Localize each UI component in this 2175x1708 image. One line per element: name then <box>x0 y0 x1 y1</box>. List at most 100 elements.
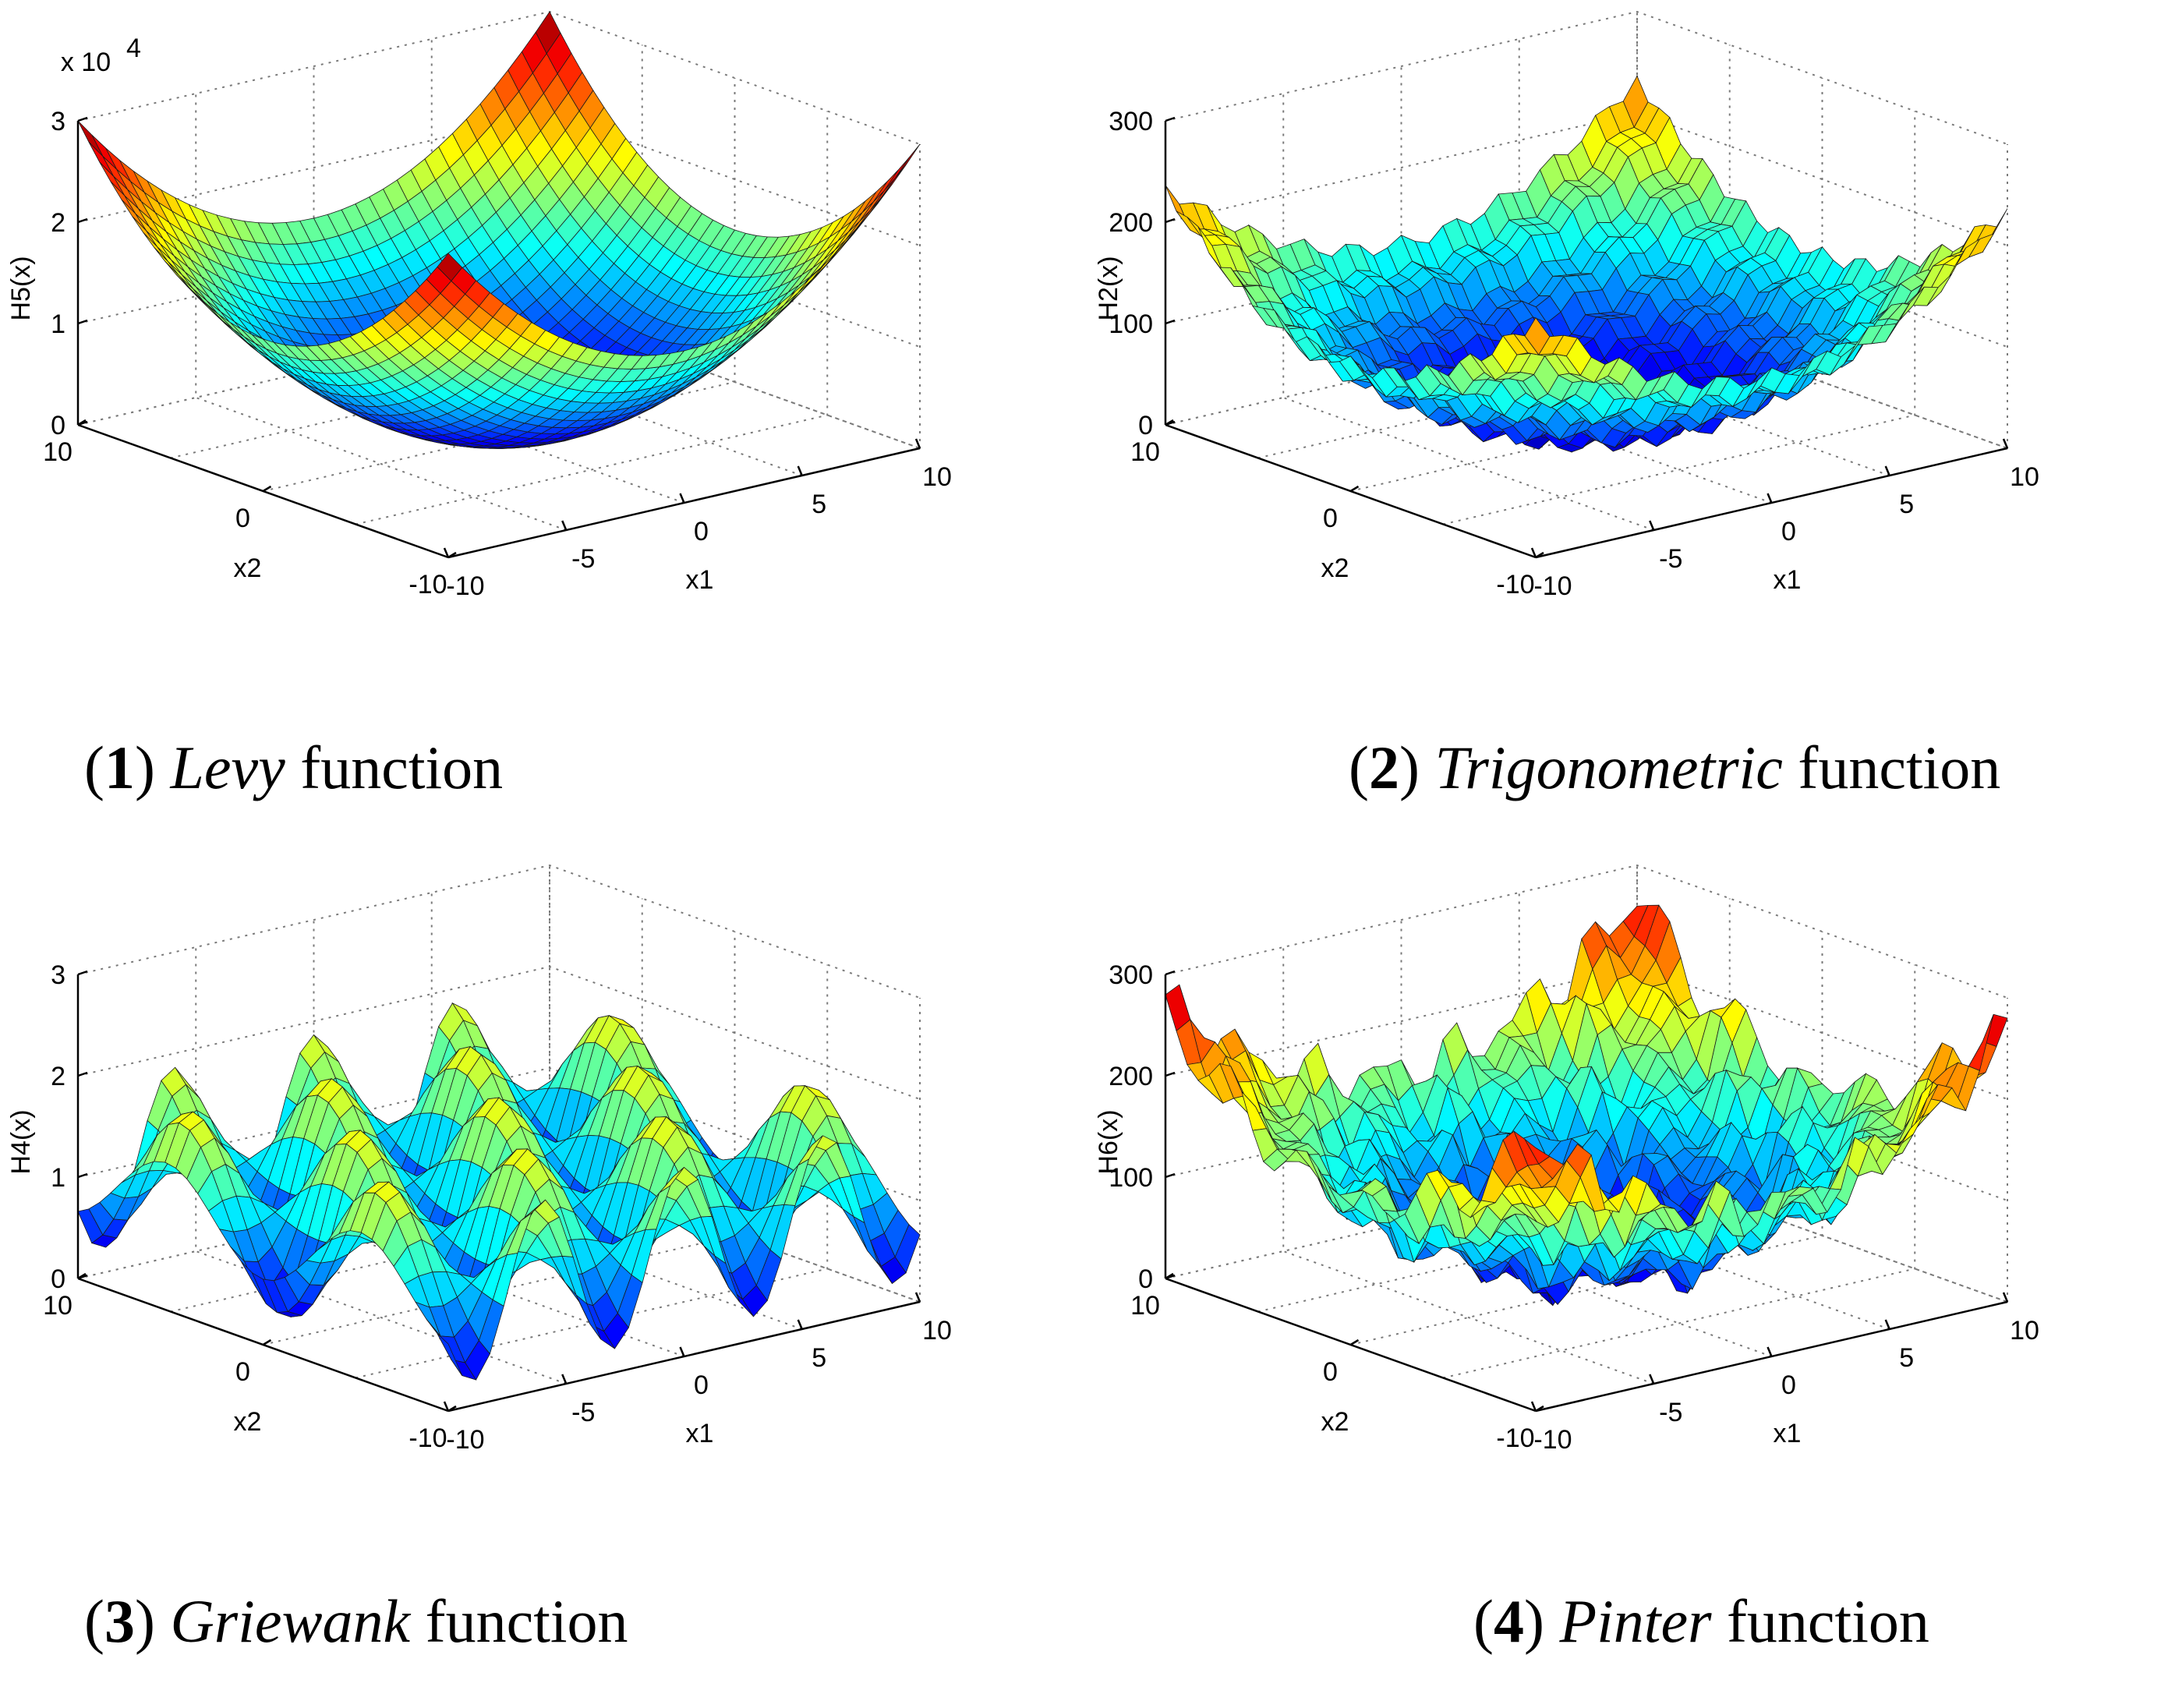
x1-tick-label: 5 <box>812 490 826 519</box>
surface-patch <box>437 253 463 281</box>
z-axis-label: H2(x) <box>1094 256 1123 320</box>
x2-tick-label: 0 <box>1323 1357 1338 1387</box>
panel-pinter: 0 100 200 300 -10 -5 0 5 10 -10 0 10 x1 x2 H6(x) (4) P… <box>1088 854 2175 1707</box>
z-tick <box>77 319 88 325</box>
x1-tick <box>443 547 450 558</box>
z-tick <box>1165 319 1176 325</box>
x1-tick-label: 0 <box>694 1370 709 1400</box>
x1-tick <box>1530 547 1537 558</box>
z-tick <box>1165 970 1176 976</box>
panel-levy: 0 1 2 3 -10 -5 0 5 10 -10 0 10 x1 x2 H5(x) x 10 4 (1) Le… <box>0 0 1088 854</box>
caption-suffix: function <box>300 734 504 801</box>
x1-tick <box>1530 1401 1537 1412</box>
z-tick-label: 3 <box>51 107 65 136</box>
x1-tick <box>1884 1319 1890 1330</box>
x2-tick <box>1535 551 1544 559</box>
x1-tick <box>561 520 568 531</box>
x2-gridline <box>1350 78 1823 492</box>
x2-tick <box>1349 485 1360 493</box>
z-scale-exponent: 4 <box>126 34 141 63</box>
x1-axis-label: x1 <box>1774 565 1802 595</box>
caption-number: 2 <box>1368 734 1399 801</box>
x2-gridline <box>1443 964 1916 1379</box>
x2-axis-label: x2 <box>234 1407 262 1437</box>
x1-tick <box>1767 493 1773 504</box>
x1-tick-label: 0 <box>694 517 709 546</box>
x2-tick-label: -10 <box>408 1423 447 1453</box>
x2-tick-label: 10 <box>43 1291 72 1321</box>
surface <box>1165 904 2008 1307</box>
z-tick <box>77 1071 88 1077</box>
x1-tick <box>1884 465 1890 476</box>
x1-tick-label: -5 <box>571 544 595 574</box>
x2-gridline <box>1443 111 1916 525</box>
panel-griewank: 0 1 2 3 -10 -5 0 5 10 -10 0 10 x1 x2 H4(x) (3) Griewan… <box>0 854 1088 1707</box>
x2-tick-label: 10 <box>1130 437 1160 467</box>
caption-suffix: function <box>1798 734 2001 801</box>
x1-tick <box>2002 1292 2009 1303</box>
x2-tick-label: -10 <box>1496 570 1534 599</box>
z-tick-label: 200 <box>1109 1062 1153 1091</box>
x2-tick <box>447 1405 457 1413</box>
x1-tick <box>561 1374 568 1384</box>
caption-pinter: (4) Pinter function <box>1473 1587 1929 1655</box>
x1-tick <box>797 465 803 476</box>
z-tick-label: 1 <box>51 1163 65 1193</box>
z-tick <box>77 1172 88 1179</box>
x1-tick <box>2002 438 2009 449</box>
x1-tick-label: 10 <box>2010 1316 2039 1346</box>
x2-tick-label: 0 <box>1323 504 1338 533</box>
x2-tick <box>1165 419 1174 426</box>
x1-tick <box>797 1319 803 1330</box>
z-scale-label: x 10 <box>61 48 111 77</box>
x2-tick-label: -10 <box>1496 1423 1534 1453</box>
surface-patch <box>1524 316 1551 355</box>
x1-tick-label: -10 <box>1533 571 1572 601</box>
z-tick <box>77 217 88 224</box>
x1-tick <box>914 1292 921 1303</box>
x2-axis-label: x2 <box>1321 553 1349 583</box>
surface <box>77 11 921 449</box>
z-tick <box>77 116 88 122</box>
x2-gridline <box>355 964 829 1379</box>
caption-function-name: Trigonometric <box>1434 734 1783 801</box>
x1-tick-label: 0 <box>1781 1370 1796 1400</box>
x1-tick-label: 5 <box>812 1343 826 1373</box>
x1-tick <box>1767 1346 1773 1357</box>
z-tick-label: 0 <box>51 411 65 440</box>
x1-tick-label: -5 <box>1659 1398 1682 1427</box>
x2-tick <box>77 1272 87 1280</box>
x1-tick <box>443 1401 450 1412</box>
z-gridline <box>77 864 921 999</box>
x1-tick-label: -5 <box>571 1398 595 1427</box>
z-axis-label: H6(x) <box>1094 1109 1123 1174</box>
z-axis-label: H5(x) <box>6 256 36 320</box>
x2-tick-label: 10 <box>1130 1291 1160 1321</box>
x1-tick-label: -10 <box>446 1425 484 1455</box>
surface <box>1165 75 2008 453</box>
z-gridline <box>1165 10 2008 145</box>
z-tick-label: 0 <box>1138 411 1153 440</box>
z-tick-label: 0 <box>51 1264 65 1294</box>
x2-tick-label: 10 <box>43 437 72 467</box>
x1-tick-label: 5 <box>1899 1343 1914 1373</box>
caption-number: 3 <box>104 1587 135 1655</box>
x2-tick <box>77 419 87 426</box>
z-tick-label: 300 <box>1109 107 1153 136</box>
caption-function-name: Pinter <box>1559 1587 1712 1655</box>
surface-patch <box>861 181 888 213</box>
z-axis-label: H4(x) <box>6 1109 36 1174</box>
z-tick-label: 300 <box>1109 960 1153 990</box>
caption-suffix: function <box>1726 1587 1929 1655</box>
x1-axis-label: x1 <box>686 565 714 595</box>
caption-griewank: (3) Griewank function <box>84 1587 628 1655</box>
z-tick <box>1165 116 1176 122</box>
surface-patch <box>77 120 104 157</box>
z-tick-label: 100 <box>1109 309 1153 339</box>
x2-tick-label: 0 <box>235 504 250 533</box>
z-tick-label: 0 <box>1138 1264 1153 1294</box>
